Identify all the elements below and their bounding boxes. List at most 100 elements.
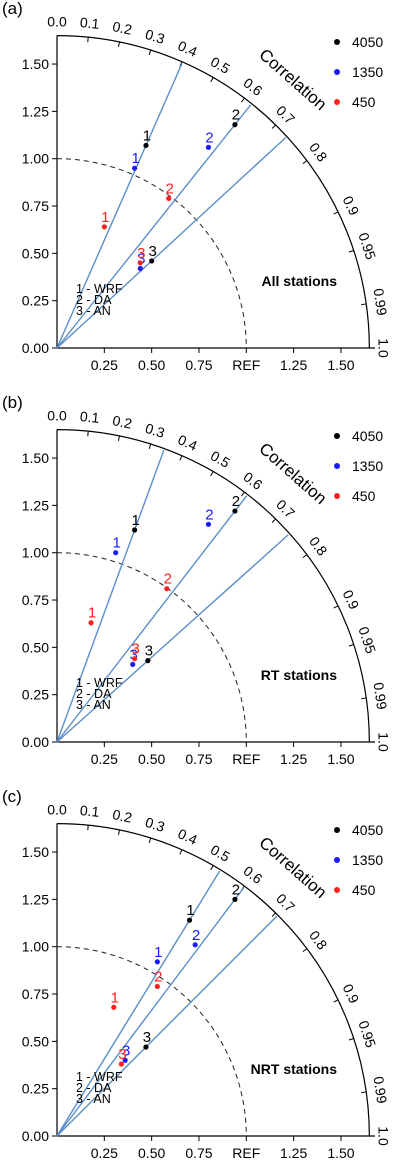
- y-tick-label: 0.75: [22, 986, 49, 1002]
- model-key-entry: 1 - WRF: [76, 282, 123, 296]
- model-ray: [56, 449, 165, 743]
- legend-label: 1350: [352, 64, 383, 80]
- correlation-tick-label: 0.4: [176, 825, 200, 848]
- correlation-tick-label: 0.7: [273, 102, 298, 127]
- data-point-450-2: [154, 983, 160, 990]
- x-tick-label: 1.25: [280, 357, 307, 373]
- data-point-4050-2: [232, 896, 238, 902]
- correlation-tick: [333, 211, 339, 215]
- data-point-label: 3: [148, 243, 156, 260]
- correlation-tick-label: 0.99: [371, 1075, 391, 1104]
- data-point-label: 2: [164, 571, 172, 588]
- model-key-entry: 2 - DA: [76, 293, 112, 307]
- y-tick-label: 1.25: [22, 497, 49, 513]
- y-tick-label: 0.75: [22, 592, 49, 608]
- data-point-1350-2: [205, 521, 212, 527]
- y-tick-label: 1.25: [22, 891, 49, 907]
- y-tick-label: 0.00: [22, 734, 49, 750]
- correlation-tick: [361, 303, 367, 306]
- taylor-panel-3: 0.00 0.25 0.50 0.75 1.00 1.25 1.50 0.25 0.50 0.75…: [2, 787, 392, 1161]
- data-point-label: 3: [145, 643, 153, 660]
- ref-label: REF: [232, 751, 260, 767]
- correlation-tick-label: 0.5: [208, 841, 233, 865]
- data-point-4050-1: [186, 917, 193, 923]
- correlation-tick: [179, 455, 183, 461]
- data-point-label: 2: [205, 506, 213, 523]
- x-tick-label: 0.25: [91, 751, 118, 767]
- correlation-tick-label: 1.0: [376, 1126, 392, 1146]
- model-ray: [56, 534, 289, 743]
- correlation-tick-label: 0.0: [47, 13, 67, 29]
- data-point-label: 2: [166, 180, 174, 197]
- correlation-tick-label: 0.99: [371, 681, 391, 710]
- correlation-tick-label: 1.0: [376, 338, 392, 358]
- data-point-4050-1: [132, 527, 138, 533]
- correlation-tick-label: 0.2: [111, 412, 133, 432]
- panel-label: (c): [2, 787, 22, 806]
- data-point-label: 3: [131, 641, 139, 658]
- data-point-1350-3: [130, 661, 136, 667]
- correlation-arc: [56, 823, 370, 1137]
- correlation-tick: [87, 37, 89, 43]
- y-tick-label: 1.50: [22, 844, 49, 860]
- legend-label: 4050: [352, 428, 383, 444]
- correlation-tick: [210, 865, 214, 871]
- x-tick-label: 1.50: [327, 357, 354, 373]
- y-tick-label: 0.50: [22, 245, 49, 261]
- model-ray: [56, 887, 245, 1137]
- data-point-4050-2: [232, 122, 238, 128]
- correlation-tick: [271, 912, 276, 917]
- data-point-450-1: [111, 1004, 117, 1010]
- panel-title: NRT stations: [251, 1061, 338, 1077]
- x-tick-label: 1.25: [280, 751, 307, 767]
- data-point-label: 1: [101, 209, 109, 226]
- data-point-1350-1: [132, 165, 138, 171]
- data-point-450-1: [88, 620, 94, 626]
- data-point-450-2: [166, 195, 172, 202]
- model-ray: [56, 870, 221, 1137]
- y-tick-label: 1.50: [22, 56, 49, 72]
- correlation-tick-label: 0.4: [176, 431, 200, 454]
- data-point-1350-1: [113, 550, 119, 556]
- correlation-tick-label: 0.95: [355, 231, 379, 262]
- data-point-450-3: [137, 260, 143, 266]
- y-tick-label: 1.00: [22, 151, 49, 167]
- correlation-tick: [333, 605, 339, 609]
- correlation-tick: [241, 491, 245, 497]
- y-tick-label: 1.50: [22, 450, 49, 466]
- correlation-axis-title: Correlation: [255, 439, 330, 508]
- correlation-tick-label: 0.5: [208, 53, 233, 77]
- ref-label: REF: [232, 357, 260, 373]
- data-point-label: 1: [111, 989, 119, 1006]
- data-point-4050-2: [232, 508, 238, 514]
- y-tick-label: 1.25: [22, 103, 49, 119]
- data-point-label: 3: [137, 250, 145, 267]
- legend-marker-450: [334, 99, 340, 105]
- model-ray: [56, 104, 252, 349]
- correlation-tick-label: 0.95: [355, 625, 379, 656]
- legend-label: 450: [352, 94, 376, 110]
- correlation-tick-label: 0.3: [143, 814, 167, 835]
- data-point-1350-2: [205, 144, 212, 150]
- correlation-tick: [87, 431, 89, 437]
- x-tick-label: 0.75: [185, 751, 212, 767]
- correlation-tick: [302, 948, 308, 952]
- correlation-tick-label: 0.3: [143, 420, 167, 441]
- correlation-tick-label: 0.6: [240, 74, 265, 99]
- correlation-tick: [302, 160, 308, 164]
- legend-label: 1350: [352, 458, 383, 474]
- correlation-tick-label: 0.99: [371, 287, 391, 316]
- data-point-label: 3: [118, 1046, 126, 1063]
- x-tick-label: 0.75: [185, 1145, 212, 1161]
- y-tick-label: 1.00: [22, 545, 49, 561]
- correlation-tick-label: 0.0: [47, 801, 67, 817]
- panel-label: (b): [2, 393, 23, 412]
- correlation-axis-title: Correlation: [255, 833, 330, 902]
- legend-marker-1350: [334, 857, 340, 863]
- data-point-label: 1: [131, 512, 139, 529]
- data-point-label: 3: [122, 1042, 130, 1059]
- y-tick-label: 0.50: [22, 639, 49, 655]
- correlation-tick-label: 0.6: [240, 862, 265, 887]
- model-key-entry: 1 - WRF: [76, 1070, 123, 1084]
- legend-label: 450: [352, 488, 376, 504]
